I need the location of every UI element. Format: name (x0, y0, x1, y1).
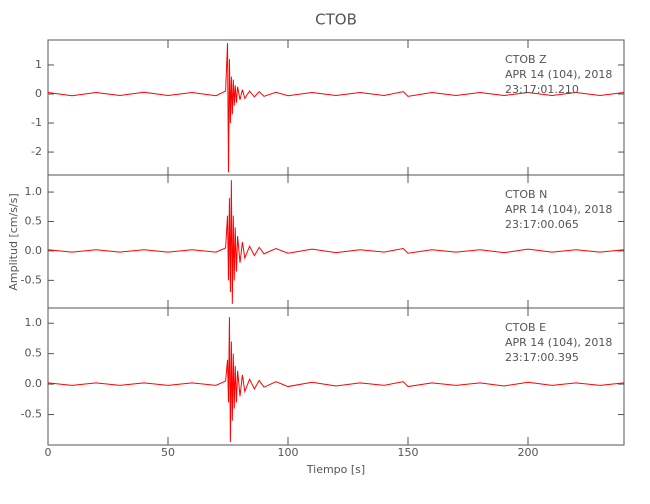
x-tick-label: 0 (45, 446, 52, 459)
x-tick-label: 50 (161, 446, 175, 459)
y-tick-label: 0.0 (25, 244, 43, 257)
y-tick-label: -1 (31, 116, 42, 129)
y-axis-label: Amplitud [cm/s/s] (7, 193, 20, 290)
annotation: CTOB N (505, 188, 547, 201)
annotation: 23:17:00.395 (505, 351, 579, 364)
annotation: APR 14 (104), 2018 (505, 68, 612, 81)
x-tick-label: 100 (278, 446, 299, 459)
y-tick-label: -0.5 (21, 273, 42, 286)
y-tick-label: -2 (31, 145, 42, 158)
y-tick-label: 0.5 (25, 214, 43, 227)
x-tick-label: 200 (518, 446, 539, 459)
waveform (47, 180, 625, 304)
chart-title: CTOB (315, 11, 357, 29)
annotation: 23:17:00.065 (505, 218, 579, 231)
waveform (47, 43, 625, 173)
x-axis-label: Tiempo [s] (306, 463, 365, 476)
annotation: APR 14 (104), 2018 (505, 336, 612, 349)
annotation: 23:17:01.210 (505, 83, 579, 96)
y-tick-label: 1 (35, 58, 42, 71)
y-tick-label: -0.5 (21, 408, 42, 421)
waveform (47, 317, 625, 442)
y-tick-label: 0.0 (25, 377, 43, 390)
annotation: CTOB E (505, 321, 546, 334)
x-tick-label: 150 (398, 446, 419, 459)
annotation: APR 14 (104), 2018 (505, 203, 612, 216)
y-tick-label: 0 (35, 87, 42, 100)
y-tick-label: 1.0 (25, 316, 43, 329)
panel-frame (47, 307, 625, 446)
annotation: CTOB Z (505, 53, 547, 66)
y-tick-label: 1.0 (25, 185, 43, 198)
y-tick-label: 0.5 (25, 347, 43, 360)
